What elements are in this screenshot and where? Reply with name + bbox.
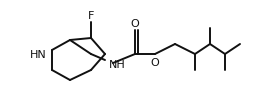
- Text: NH: NH: [109, 60, 126, 70]
- Text: O: O: [151, 58, 159, 68]
- Text: O: O: [131, 19, 139, 29]
- Text: HN: HN: [30, 50, 46, 60]
- Text: F: F: [88, 11, 94, 21]
